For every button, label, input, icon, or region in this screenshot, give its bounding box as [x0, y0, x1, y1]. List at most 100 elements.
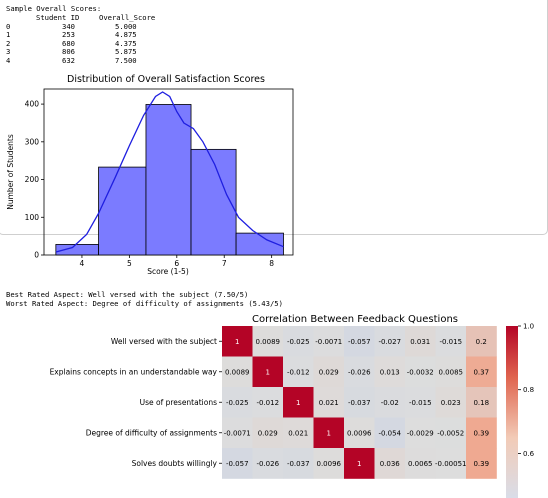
heatmap-cell — [374, 417, 406, 449]
heatmap-cell — [252, 356, 284, 388]
score-cell: 4.375 — [115, 38, 137, 48]
x-tick-label: 5 — [127, 259, 132, 268]
heatmap-value-label: 0.39 — [473, 460, 489, 468]
heatmap-row-label: Use of presentations — [140, 398, 217, 407]
heatmap-value-label: -0.057 — [226, 460, 249, 468]
heatmap-value-label: 1 — [235, 338, 239, 346]
heatmap-value-label: 0.0096 — [317, 460, 342, 468]
heatmap-value-label: 0.029 — [319, 368, 339, 376]
heatmap-cell — [435, 387, 467, 418]
x-tick-label: 8 — [269, 259, 274, 268]
heatmap-row-label: Well versed with the subject — [111, 337, 217, 346]
heatmap-value-label: 0.023 — [441, 399, 461, 407]
heatmap-title: Correlation Between Feedback Questions — [252, 314, 458, 325]
heatmap-value-label: -0.025 — [287, 338, 310, 346]
heatmap-row-labels: Well versed with the subject Explains con… — [50, 337, 222, 468]
heatmap-value-label: 1 — [327, 429, 331, 437]
table-header-overall-score: Overall_Score — [99, 13, 156, 22]
heatmap-value-label: -0.054 — [378, 429, 401, 437]
heatmap-cells: 1 0.0089 -0.025 -0.0071 -0.057 -0.027 0.031 -0.… — [222, 326, 497, 479]
heatmap-value-label: -0.026 — [256, 460, 279, 468]
y-tick-label: 300 — [25, 137, 40, 146]
heatmap-value-label: 1 — [266, 368, 270, 376]
heatmap-value-label: -0.015 — [439, 338, 462, 346]
heatmap-value-label: 0.0065 — [408, 460, 433, 468]
colorbar-tick-label: 0.8 — [523, 386, 534, 394]
x-tick-label: 7 — [222, 259, 227, 268]
y-tick-label: 100 — [25, 213, 40, 222]
heatmap-cell — [435, 356, 467, 388]
heatmap-cell — [405, 387, 436, 418]
student-id-cell: 632 — [62, 55, 75, 65]
heatmap-cell — [283, 417, 314, 449]
heatmap-cell — [405, 326, 436, 357]
histogram-chart: Distribution of Overall Satisfaction Sco… — [6, 74, 294, 276]
histogram-x-ticks: 4 5 6 7 8 — [80, 255, 274, 268]
heatmap-cell — [283, 326, 314, 357]
score-cell: 4.875 — [115, 30, 137, 39]
heatmap-cell — [313, 326, 345, 357]
heatmap-value-label: -0.015 — [409, 399, 432, 407]
y-tick-label: 200 — [25, 175, 40, 184]
heatmap-cell — [405, 417, 436, 449]
heatmap-value-label: 0.021 — [319, 399, 339, 407]
heatmap-cell — [252, 387, 284, 418]
heatmap-cell — [313, 448, 345, 479]
heatmap-cell — [222, 326, 253, 357]
heatmap-value-label: 0.18 — [473, 399, 489, 407]
heatmap-row-label: Explains concepts in an understandable w… — [50, 367, 218, 376]
heatmap-cell — [222, 417, 253, 449]
heatmap-cell — [283, 387, 314, 418]
row-index: 4 — [6, 55, 11, 65]
heatmap-row-label: Solves doubts willingly — [132, 459, 218, 468]
heatmap-value-label: 0.37 — [473, 368, 489, 376]
colorbar — [506, 326, 518, 498]
heatmap-cell — [252, 448, 284, 479]
histogram-bar — [190, 148, 237, 256]
heatmap-cell — [344, 448, 375, 479]
student-id-cell: 680 — [62, 38, 75, 48]
heatmap-cell — [374, 448, 406, 479]
heatmap-cell — [252, 326, 284, 357]
heatmap-value-label: -0.02 — [381, 399, 399, 407]
heatmap-value-label: 0.029 — [258, 429, 278, 437]
row-index: 2 — [6, 38, 11, 48]
heatmap-row-label: Degree of difficulty of assignments — [86, 428, 217, 437]
heatmap-value-label: 1 — [296, 399, 300, 407]
heatmap-cell — [313, 387, 345, 418]
worst-rated-line: Worst Rated Aspect: Degree of difficulty… — [6, 299, 283, 308]
heatmap-cell — [222, 356, 253, 388]
heatmap-cell — [466, 326, 497, 357]
kde-line — [55, 91, 284, 253]
heatmap-value-label: -0.012 — [287, 368, 310, 376]
heatmap-cell — [435, 417, 467, 449]
score-cell: 5.000 — [115, 21, 137, 31]
heatmap-cell — [344, 356, 375, 388]
histogram-bars — [55, 104, 284, 256]
heatmap-cell — [283, 356, 314, 388]
histogram-bar — [145, 104, 192, 256]
heatmap-value-label: -0.057 — [348, 338, 371, 346]
heatmap-value-label: -0.0032 — [407, 368, 434, 376]
heatmap-value-label: 0.0096 — [347, 429, 372, 437]
heatmap-cell — [405, 356, 436, 388]
y-tick-label: 0 — [34, 251, 39, 260]
heatmap-value-label: -0.012 — [256, 399, 279, 407]
heatmap-value-label: -0.0052 — [437, 429, 464, 437]
y-tick-label: 400 — [25, 100, 40, 109]
heatmap-value-label: -0.027 — [378, 338, 401, 346]
heatmap-value-label: 0.0089 — [256, 338, 281, 346]
x-tick-label: 4 — [80, 259, 85, 268]
heatmap-cell — [435, 448, 467, 479]
x-tick-label: 6 — [174, 259, 179, 268]
heatmap-cell — [344, 326, 375, 357]
heatmap-cell — [405, 448, 436, 479]
colorbar-ticks: 1.0 0.8 0.6 — [518, 323, 535, 458]
heatmap-value-label: 0.0089 — [225, 368, 250, 376]
heatmap-value-label: 0.036 — [380, 460, 401, 468]
histogram-title: Distribution of Overall Satisfaction Sco… — [67, 74, 265, 85]
row-index: 1 — [6, 30, 11, 39]
heatmap-cell — [252, 417, 284, 449]
heatmap-cell — [344, 387, 375, 418]
output-header: Sample Overall Scores: — [6, 4, 102, 13]
